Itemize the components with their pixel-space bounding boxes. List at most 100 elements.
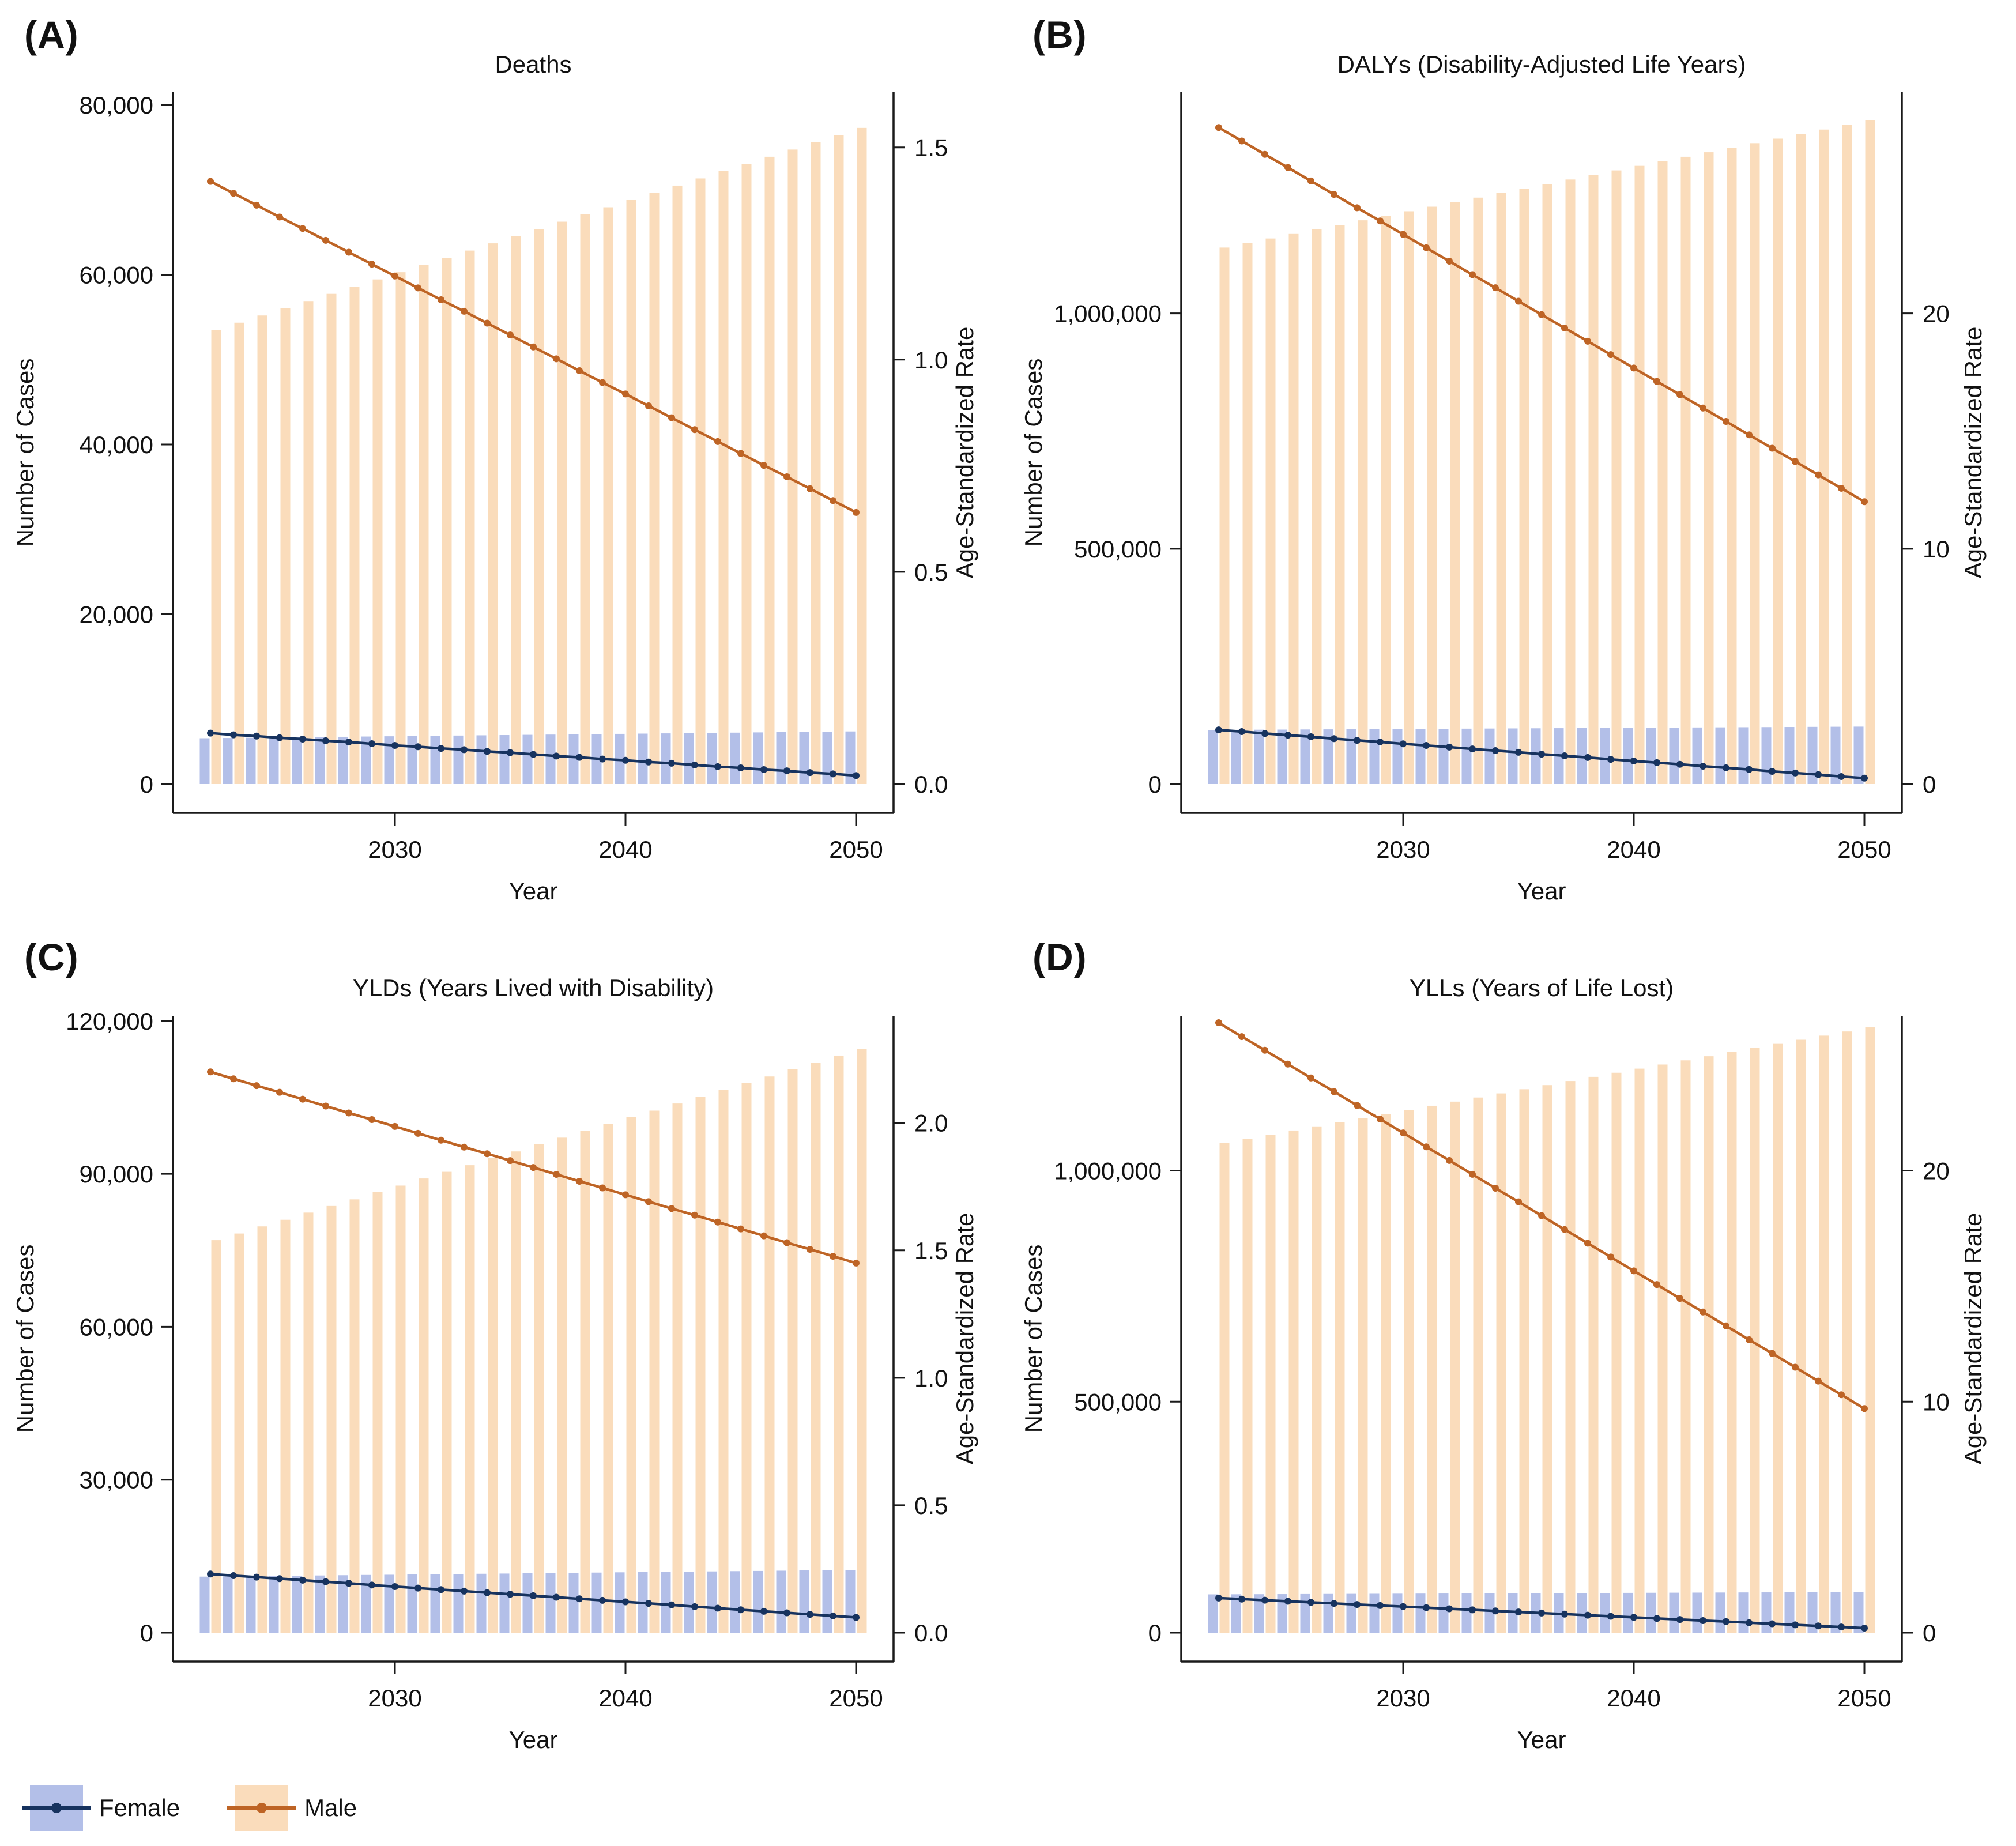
- point-female: [1653, 759, 1660, 766]
- bar-male: [1242, 243, 1253, 784]
- bar-male: [303, 301, 314, 784]
- point-female: [1331, 735, 1337, 743]
- legend-item-male: Male: [227, 1785, 357, 1831]
- point-female: [1815, 1622, 1822, 1630]
- bar-female: [453, 735, 464, 784]
- point-female: [737, 764, 744, 772]
- bar-female: [661, 1572, 671, 1633]
- panel-label-d: (D): [1033, 936, 1087, 978]
- bar-male: [1219, 1143, 1230, 1633]
- bar-female: [1784, 727, 1795, 784]
- bar-female: [1646, 1592, 1656, 1633]
- point-male: [1446, 1156, 1453, 1164]
- bar-male: [1265, 1135, 1276, 1633]
- x-axis-title: Year: [509, 877, 558, 905]
- x-tick-label: 2040: [1607, 1685, 1660, 1712]
- point-male: [1538, 311, 1545, 318]
- bar-female: [1623, 1592, 1633, 1633]
- point-male: [1261, 1046, 1268, 1054]
- point-male: [830, 497, 836, 504]
- bar-female: [1461, 728, 1472, 784]
- point-female: [1561, 1610, 1568, 1618]
- point-female: [461, 1587, 468, 1595]
- left-tick-label: 0: [140, 771, 153, 798]
- point-male: [1815, 471, 1822, 479]
- panel-label-c: (C): [24, 936, 79, 978]
- right-tick-label: 10: [1923, 536, 1950, 563]
- bar-male: [1588, 175, 1599, 784]
- bar-female: [407, 1574, 417, 1633]
- point-female: [830, 770, 836, 778]
- point-male: [230, 190, 237, 197]
- point-male: [1515, 297, 1522, 305]
- bar-female: [1807, 726, 1818, 784]
- bar-male: [811, 1063, 821, 1633]
- panel-title-dalys: DALYs (Disability-Adjusted Life Years): [1337, 51, 1746, 78]
- legend-label-male: Male: [304, 1794, 357, 1821]
- point-male: [714, 438, 721, 445]
- left-tick-label: 1,000,000: [1054, 300, 1162, 327]
- bar-male: [257, 315, 267, 784]
- bar-male: [649, 1110, 660, 1633]
- point-male: [576, 367, 583, 374]
- bar-male: [1335, 225, 1345, 785]
- bar-male: [1358, 1118, 1368, 1633]
- point-male: [1653, 378, 1660, 385]
- point-female: [1584, 1611, 1591, 1619]
- point-male: [553, 355, 560, 363]
- bar-male: [1288, 1130, 1299, 1633]
- bar-male: [1611, 170, 1622, 785]
- point-male: [1284, 1060, 1291, 1068]
- point-female: [1538, 1609, 1545, 1617]
- bar-male: [211, 330, 221, 784]
- bar-male: [1496, 1093, 1506, 1633]
- point-female: [345, 1580, 352, 1587]
- bar-female: [1807, 1592, 1818, 1633]
- bar-female: [568, 1573, 579, 1633]
- left-tick-label: 90,000: [80, 1161, 153, 1188]
- point-male: [1400, 231, 1407, 238]
- bar-male: [1542, 1085, 1552, 1633]
- bar-male: [1680, 1060, 1691, 1633]
- point-female: [1723, 764, 1729, 771]
- bar-female: [1415, 1593, 1426, 1633]
- bar-female: [568, 734, 579, 784]
- point-male: [1746, 1336, 1753, 1343]
- point-male: [438, 296, 444, 303]
- bar-male: [1565, 179, 1576, 784]
- bar-female: [1830, 1592, 1841, 1633]
- left-tick-label: 1,000,000: [1054, 1158, 1162, 1185]
- point-female: [691, 761, 698, 768]
- bar-male: [580, 214, 590, 784]
- point-male: [1307, 1074, 1314, 1082]
- bar-male: [1473, 1097, 1483, 1633]
- x-tick-label: 2030: [1376, 1685, 1430, 1712]
- point-male: [645, 402, 652, 410]
- point-female: [1676, 1616, 1683, 1623]
- point-male: [276, 213, 283, 221]
- point-female: [691, 1603, 698, 1610]
- point-male: [368, 261, 375, 268]
- bar-female: [223, 1576, 233, 1633]
- bar-male: [1381, 1114, 1391, 1633]
- female-swatch-icon: [22, 1785, 91, 1831]
- point-female: [714, 1604, 721, 1612]
- bar-female: [1461, 1593, 1472, 1633]
- point-male: [1238, 1033, 1245, 1041]
- point-female: [1446, 743, 1453, 751]
- point-female: [1700, 762, 1706, 770]
- bar-female: [1208, 730, 1218, 784]
- left-axis-title: Number of Cases: [12, 1245, 39, 1433]
- bar-male: [326, 1205, 337, 1633]
- point-female: [1630, 1614, 1637, 1621]
- bar-male: [1796, 1039, 1806, 1633]
- bar-female: [292, 737, 302, 784]
- bar-female: [361, 736, 371, 784]
- point-male: [345, 1109, 352, 1117]
- bar-male: [1727, 1052, 1737, 1633]
- point-male: [484, 319, 491, 327]
- point-female: [230, 731, 237, 739]
- point-male: [1284, 164, 1291, 171]
- bar-female: [1300, 729, 1310, 784]
- point-female: [438, 1586, 444, 1593]
